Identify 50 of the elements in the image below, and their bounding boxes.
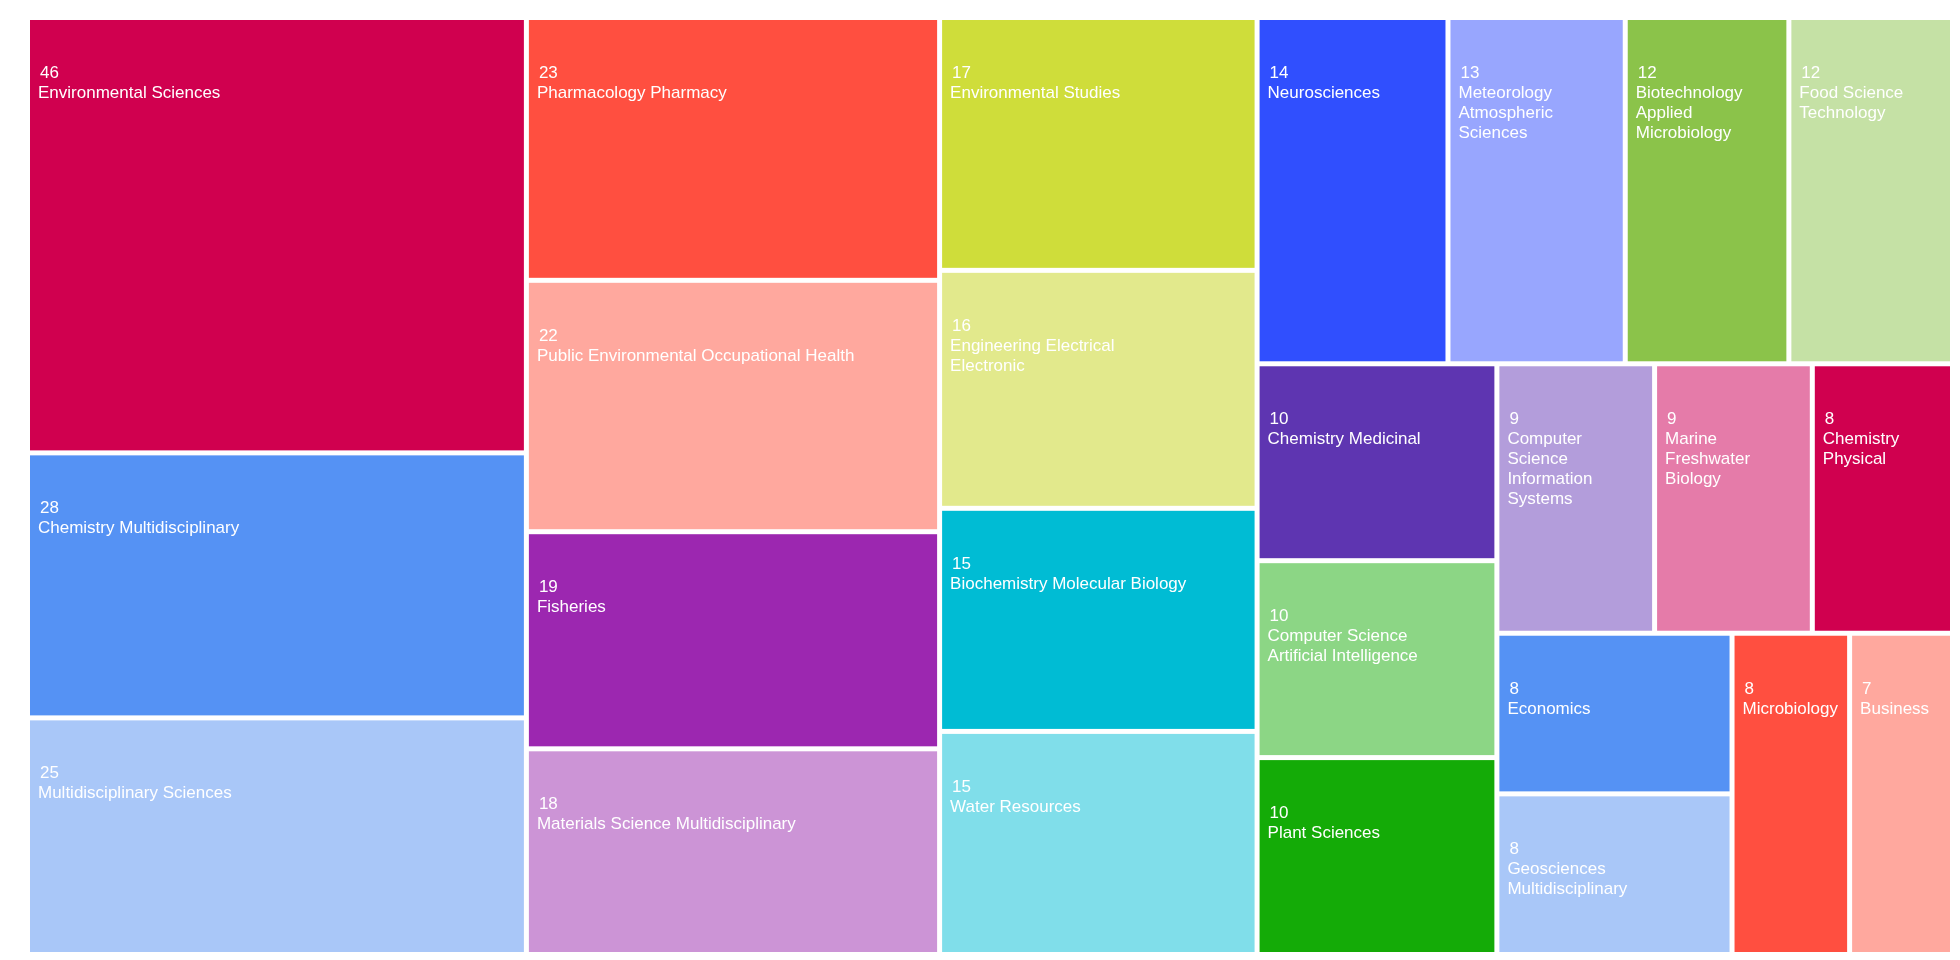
category-label: Meteorology Atmospheric Sciences [1458, 83, 1554, 142]
data-label: 18 [538, 794, 558, 814]
category-label: Business [1860, 698, 1930, 718]
data-label: 10 [1269, 606, 1289, 626]
category-label: Engineering Electrical Electronic [950, 335, 1115, 375]
data-label: 22 [538, 325, 558, 345]
data-label: 8 [1509, 839, 1519, 859]
data-label: 15 [952, 553, 972, 573]
category-label: Water Resources [950, 796, 1081, 816]
category-label: Fisheries [536, 597, 606, 617]
category-label: Computer Science Information Systems [1507, 429, 1593, 509]
category-label: Materials Science Multidisciplinary [536, 814, 797, 834]
data-label: 15 [952, 776, 972, 796]
category-label: Marine Freshwater Biology [1665, 429, 1751, 489]
category-label: Geosciences Multidisciplinary [1507, 859, 1628, 899]
category-label: Public Environmental Occupational Health [536, 345, 855, 365]
category-label: Food Science Technology [1799, 83, 1904, 122]
category-label: Chemistry Multidisciplinary [38, 518, 240, 538]
category-label: Chemistry Physical [1822, 429, 1900, 469]
category-label: Neurosciences [1267, 83, 1381, 102]
category-label: Computer Science Artificial Intelligence [1267, 626, 1418, 666]
data-label: 8 [1824, 409, 1835, 429]
data-label: 10 [1269, 803, 1289, 823]
data-label: 10 [1269, 409, 1289, 429]
data-label: 19 [538, 577, 558, 597]
data-label: 8 [1509, 678, 1519, 698]
data-label: 12 [1801, 63, 1821, 82]
data-label: 12 [1637, 63, 1657, 82]
data-label: 16 [952, 315, 972, 335]
category-label: Plant Sciences [1267, 823, 1381, 843]
data-label: 9 [1667, 409, 1677, 429]
data-label: 7 [1862, 678, 1872, 698]
data-label: 46 [40, 63, 59, 82]
category-label: Microbiology [1742, 698, 1839, 718]
category-label: Economics [1507, 698, 1591, 718]
data-label: 17 [952, 63, 972, 82]
data-label: 28 [40, 498, 59, 518]
data-label: 14 [1269, 63, 1289, 82]
data-label: 23 [538, 63, 558, 82]
data-label: 9 [1509, 409, 1519, 429]
data-label: 13 [1460, 63, 1480, 82]
category-label: Pharmacology Pharmacy [536, 83, 728, 102]
category-label: Biochemistry Molecular Biology [950, 573, 1187, 593]
category-label: Environmental Studies [950, 83, 1121, 102]
category-label: Chemistry Medicinal [1267, 429, 1421, 449]
category-label: Environmental Sciences [38, 83, 221, 102]
category-label: Multidisciplinary Sciences [38, 783, 232, 803]
data-label: 25 [40, 763, 59, 783]
category-label: Biotechnology Applied Microbiology [1635, 83, 1744, 142]
data-label: 8 [1744, 678, 1755, 698]
